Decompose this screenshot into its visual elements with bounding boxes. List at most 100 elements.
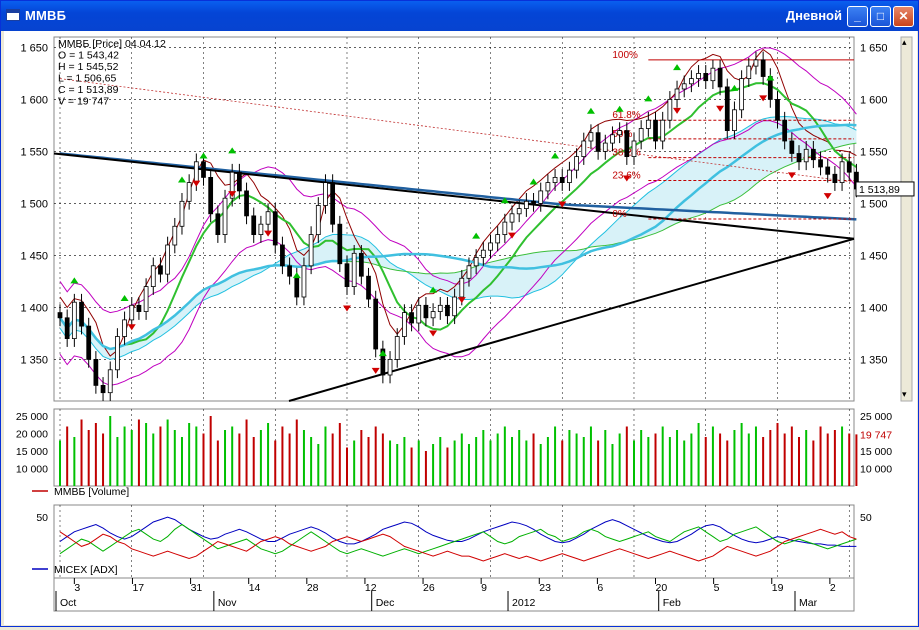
price-legend-line: C = 1 513,89 <box>58 84 119 96</box>
price-legend-line: L = 1 506,65 <box>58 73 116 85</box>
candle-body <box>660 119 666 142</box>
candle-body <box>552 176 558 183</box>
buy-signal-icon <box>429 286 438 293</box>
candle-body <box>696 73 701 80</box>
candle-body <box>344 263 350 288</box>
sell-signal-icon <box>558 201 567 208</box>
candle-body <box>330 182 336 225</box>
candle-body <box>789 140 795 154</box>
candle-body <box>681 83 687 90</box>
candle-body <box>186 182 192 202</box>
candle-body <box>588 132 594 142</box>
window-title: ММВБ <box>25 8 67 23</box>
candle-body <box>150 265 156 288</box>
scroll-up-icon: ▴ <box>902 37 907 47</box>
candle-body <box>825 166 831 175</box>
volume-legend: ММВБ [Volume] <box>54 486 129 498</box>
candle-body <box>287 265 292 277</box>
adx-tick-right: 50 <box>860 512 872 524</box>
time-day-label: 31 <box>191 582 203 594</box>
candle-body <box>732 109 737 132</box>
buy-signal-icon <box>228 147 237 154</box>
time-axis-frame <box>53 577 855 612</box>
candle-body <box>315 205 321 235</box>
period-label[interactable]: Дневной <box>785 8 842 23</box>
candle-body <box>179 200 185 227</box>
candle-body <box>79 301 84 327</box>
time-day-label: 6 <box>597 582 603 594</box>
ma-medium-line <box>58 123 857 351</box>
candle-body <box>631 140 637 158</box>
candle-body <box>351 252 357 288</box>
time-month-label: Feb <box>663 597 681 609</box>
time-day-label: 5 <box>714 582 720 594</box>
chart-window-icon <box>6 9 20 21</box>
candle-body <box>394 336 400 360</box>
time-day-label: 28 <box>307 582 319 594</box>
candle-body <box>222 197 228 235</box>
time-day-label: 17 <box>132 582 144 594</box>
candle-body <box>445 304 450 317</box>
candle-body <box>93 358 99 386</box>
sell-signal-icon <box>508 232 517 239</box>
bollinger-upper <box>59 47 857 314</box>
price-legend-line: O = 1 543,42 <box>58 50 119 62</box>
candle-body <box>689 78 694 85</box>
minimize-button[interactable]: _ <box>847 6 868 27</box>
adx-series-line <box>59 523 857 557</box>
scroll-down-icon: ▾ <box>902 389 907 399</box>
time-day-label: 12 <box>365 582 377 594</box>
candle-body <box>251 215 257 236</box>
candle-body <box>760 59 766 77</box>
candle-body <box>653 119 658 142</box>
sell-signal-icon <box>264 230 273 237</box>
chart-area[interactable]: ▴ ▾ 1 650 1 650 1 600 1 600 1 550 1 550 1 500 1 5… <box>4 31 917 625</box>
candle-body <box>337 223 343 265</box>
candle-body <box>100 384 106 394</box>
candle-body <box>796 153 802 163</box>
candle-body <box>703 73 709 82</box>
candle-body <box>595 132 601 152</box>
candle-body <box>531 200 536 204</box>
candle-body <box>107 369 113 394</box>
chart-canvas[interactable]: ▴ ▾ 1 650 1 650 1 600 1 600 1 550 1 550 1 500 1 5… <box>4 31 917 625</box>
time-month-label: 2012 <box>512 597 536 609</box>
candle-body <box>717 67 723 88</box>
candle-body <box>667 99 673 121</box>
close-button[interactable]: ✕ <box>893 6 914 27</box>
maximize-button[interactable]: □ <box>870 6 891 27</box>
adx-legend: MICEX [ADX] <box>54 564 118 576</box>
time-day-label: 3 <box>74 582 80 594</box>
candle-body <box>143 286 149 312</box>
fib-level-label: 100% <box>612 50 638 61</box>
candle-body <box>258 223 264 235</box>
sell-signal-icon <box>759 95 768 102</box>
candle-body <box>201 161 206 178</box>
volume-tick-left: 20 000 <box>16 429 48 441</box>
time-day-label: 14 <box>249 582 261 594</box>
candle-body <box>775 99 780 121</box>
time-day-label: 26 <box>423 582 435 594</box>
price-tick-right: 1 400 <box>860 302 888 314</box>
sell-signal-icon <box>342 305 351 312</box>
price-tick-left: 1 450 <box>20 250 48 262</box>
candle-body <box>480 249 486 258</box>
candle-body <box>509 213 515 223</box>
volume-tick-right: 25 000 <box>860 411 892 423</box>
candle-body <box>746 65 752 79</box>
candle-body <box>818 159 823 168</box>
buy-signal-icon <box>292 272 301 279</box>
buy-signal-icon <box>500 197 509 204</box>
candle-body <box>538 190 544 204</box>
candle-body <box>523 200 529 210</box>
fib-level-label: 50% <box>612 129 632 140</box>
sell-signal-icon <box>429 330 438 337</box>
candle-body <box>545 182 551 192</box>
candle-body <box>229 171 235 199</box>
volume-tick-left: 10 000 <box>16 464 48 476</box>
title-bar[interactable]: ММВБ Дневной _ □ ✕ <box>1 1 918 31</box>
candle-body <box>358 252 364 277</box>
sell-signal-icon <box>622 175 631 182</box>
volume-tick-left: 15 000 <box>16 446 48 458</box>
ichimoku-cloud <box>60 116 857 360</box>
